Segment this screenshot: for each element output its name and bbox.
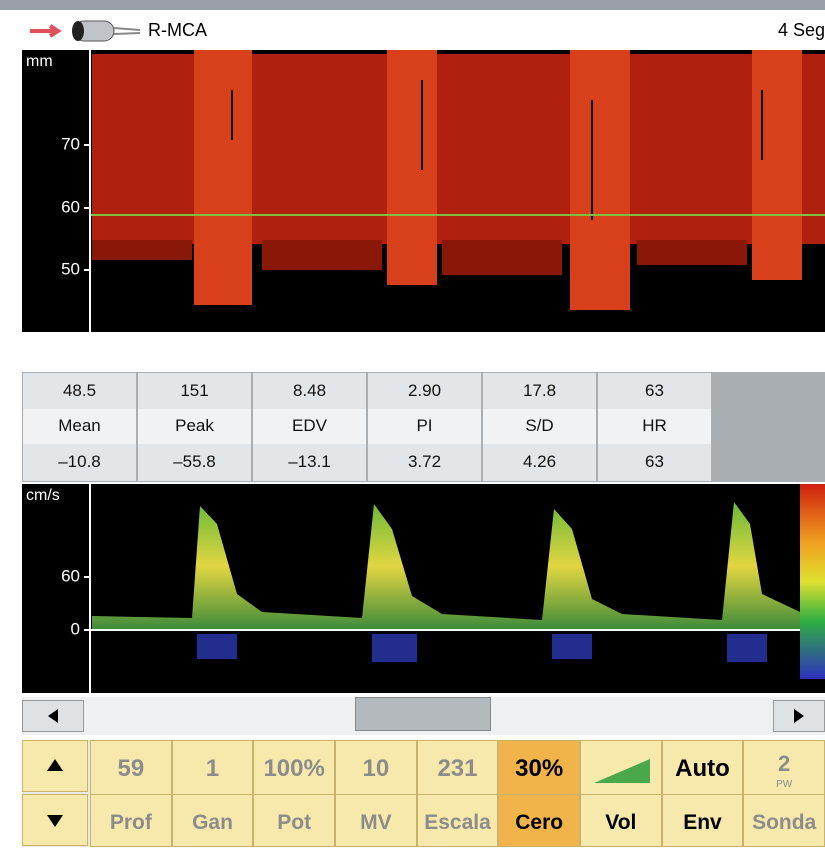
toolbar-value: 2 [744,751,824,777]
scroll-right[interactable] [773,700,825,732]
measurement-top: 2.90 [368,373,481,409]
toolbar-label: Cero [499,811,579,835]
measurement-bottom: 3.72 [368,444,481,480]
measurement-bottom: 63 [598,444,711,480]
toolbar-value: 100% [254,755,334,783]
measurement-label: HR [598,409,711,445]
sweep-label: 4 Seg [778,20,825,41]
toolbar-divider [499,794,579,795]
toolbar-label: Env [663,811,743,835]
mmode-unit: mm [26,53,53,70]
toolbar-divider [91,794,171,795]
toolbar-value: 1 [173,755,253,783]
scroll-left[interactable] [22,700,84,732]
measurement-top: 8.48 [253,373,366,409]
mmode-tick-label: 50 [61,259,80,278]
toolbar-button[interactable]: 30% Cero [498,740,580,847]
toolbar-button[interactable]: Auto Env [662,740,744,847]
measurement-label: Mean [23,409,136,445]
probe-icon [22,16,142,46]
toolbar-label: Vol [581,811,661,835]
spectrum-tick-label: 0 [71,619,80,638]
doppler-screen: R-MCA 4 Seg mm 70 60 50 48.5Mean–10.8151Pe… [0,0,825,847]
toolbar-value: 10 [336,755,416,783]
volume-ramp [594,759,650,783]
toolbar-label: MV [336,811,416,835]
measurement-bottom: 4.26 [483,444,596,480]
toolbar-divider [336,794,416,795]
toolbar-label: Pot [254,811,334,835]
toolbar-value: Auto [663,755,743,783]
toolbar-value: 231 [418,755,498,783]
toolbar-button[interactable]: 59 Prof [90,740,172,847]
measurement-top: 48.5 [23,373,136,409]
measurement-label: EDV [253,409,366,445]
toolbar-label: Prof [91,811,171,835]
toolbar-divider [663,794,743,795]
measurement-top: 17.8 [483,373,596,409]
scroll-thumb[interactable] [355,697,491,731]
toolbar-label: Gan [173,811,253,835]
measurement-top: 151 [138,373,251,409]
toolbar-button[interactable]: 1 Gan [172,740,254,847]
spectrum-panel: cm/s 60 0 [22,484,825,693]
depth-down[interactable] [22,794,88,846]
volume-icon [592,755,652,785]
toolbar-button[interactable]: 231 Escala [417,740,499,847]
toolbar-button[interactable]: Vol [580,740,662,847]
measurement-label: Peak [138,409,251,445]
toolbar-divider [173,794,253,795]
table-filler [712,372,825,482]
measurement-bottom: –10.8 [23,444,136,480]
vessel-label: R-MCA [148,20,207,41]
mmode-panel: mm 70 60 50 [22,50,825,332]
toolbar-value: 59 [91,755,171,783]
toolbar-value: 30% [499,755,579,783]
toolbar-divider [418,794,498,795]
toolbar-divider [254,794,334,795]
toolbar-sub: PW [744,779,824,790]
measurement-bottom: –55.8 [138,444,251,480]
toolbar-button[interactable]: 10 MV [335,740,417,847]
toolbar-divider [744,794,824,795]
measurement-top: 63 [598,373,711,409]
spectrum-tick-label: 60 [61,566,80,585]
scrollbar[interactable] [22,697,825,735]
toolbar-button[interactable]: 100% Pot [253,740,335,847]
measurement-bottom: –13.1 [253,444,366,480]
mmode-tick-label: 60 [61,197,80,216]
measurement-label: PI [368,409,481,445]
toolbar-label: Escala [418,811,498,835]
toolbar-button[interactable]: 2 PW Sonda [743,740,825,847]
top-bar [0,0,825,10]
toolbar-label: Sonda [744,811,824,835]
depth-up[interactable] [22,740,88,792]
toolbar-divider [581,794,661,795]
spectrum-unit: cm/s [26,487,60,504]
measurement-label: S/D [483,409,596,445]
mmode-tick-label: 70 [61,134,80,153]
